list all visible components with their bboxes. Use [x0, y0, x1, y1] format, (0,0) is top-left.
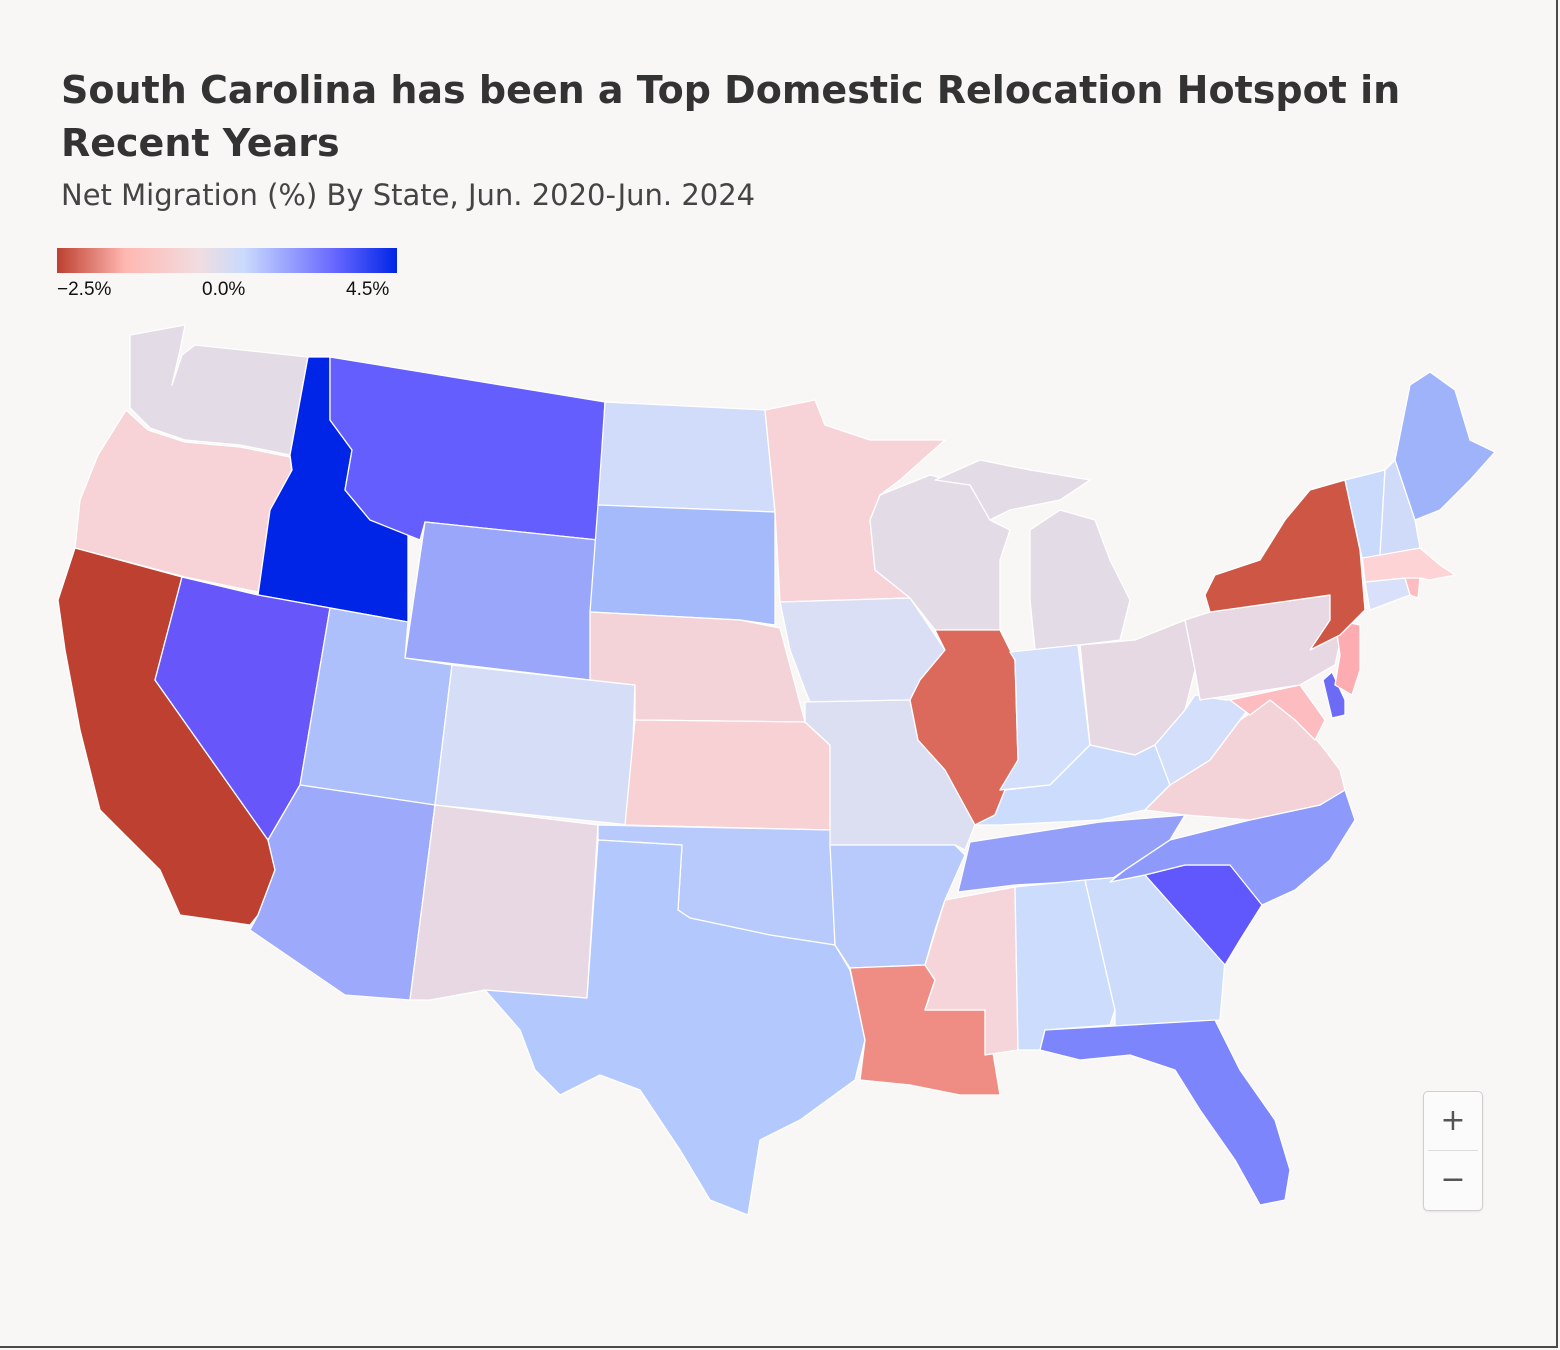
zoom-controls: + − [1423, 1091, 1483, 1211]
state-colorado[interactable] [434, 664, 636, 826]
state-new-jersey[interactable] [1334, 619, 1361, 696]
color-legend-bar [57, 248, 397, 273]
chart-subtitle: Net Migration (%) By State, Jun. 2020-Ju… [61, 178, 756, 212]
state-wyoming[interactable] [404, 521, 599, 681]
zoom-divider [1428, 1150, 1478, 1151]
state-michigan[interactable] [1029, 509, 1131, 651]
state-new-york[interactable] [1204, 479, 1366, 651]
legend-tick-zero: 0.0% [202, 279, 246, 300]
legend-tick-min: −2.5% [57, 279, 112, 300]
state-south-dakota[interactable] [589, 504, 776, 626]
state-new-hampshire[interactable] [1379, 459, 1421, 556]
state-maine[interactable] [1394, 371, 1496, 521]
state-north-dakota[interactable] [597, 401, 776, 513]
state-florida[interactable] [1039, 1019, 1291, 1206]
legend-tick-max: 4.5% [346, 279, 390, 300]
state-arkansas[interactable] [829, 844, 966, 969]
zoom-out-button[interactable]: − [1440, 1162, 1466, 1197]
chart-title: South Carolina has been a Top Domestic R… [61, 68, 1401, 165]
state-connecticut[interactable] [1364, 577, 1411, 611]
zoom-in-button[interactable]: + [1440, 1103, 1466, 1138]
state-kansas[interactable] [624, 719, 831, 831]
state-michigan[interactable] [934, 459, 1091, 521]
state-maryland[interactable] [1229, 684, 1326, 741]
state-massachusetts[interactable] [1361, 547, 1456, 583]
state-montana[interactable] [329, 356, 606, 541]
state-texas[interactable] [484, 839, 866, 1216]
state-kentucky[interactable] [974, 744, 1171, 826]
state-new-mexico[interactable] [409, 804, 599, 1001]
state-delaware[interactable] [1322, 671, 1346, 719]
